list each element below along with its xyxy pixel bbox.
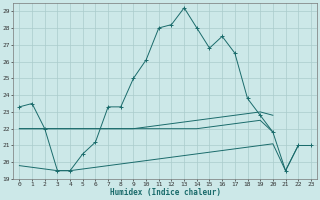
X-axis label: Humidex (Indice chaleur): Humidex (Indice chaleur) bbox=[110, 188, 220, 197]
